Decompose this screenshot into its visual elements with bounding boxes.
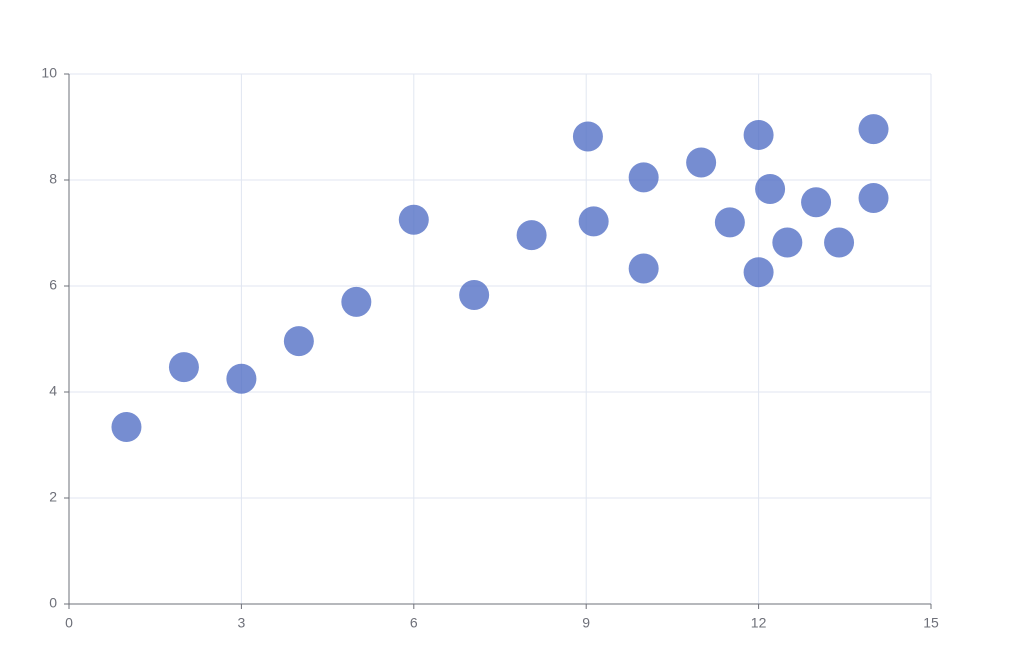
y-tick-label: 2 [49,489,57,505]
point [111,411,142,442]
point [226,363,257,394]
point [858,183,889,214]
point [755,174,786,205]
point [516,220,547,251]
point [398,204,429,235]
x-tick-label: 3 [238,615,246,631]
point [743,257,774,288]
x-tick-label: 15 [923,615,939,631]
point [628,253,659,284]
x-tick-label: 0 [65,615,73,631]
point [743,119,774,150]
point [772,227,803,258]
point [283,326,314,357]
x-tick-label: 9 [582,615,590,631]
point [459,280,490,311]
point [572,121,603,152]
y-tick-label: 0 [49,595,57,611]
y-tick-label: 8 [49,171,57,187]
point [824,227,855,258]
x-tick-label: 6 [410,615,418,631]
point [858,114,889,145]
y-tick-label: 6 [49,277,57,293]
point [168,352,199,383]
point [686,147,717,178]
y-tick-label: 10 [41,65,57,81]
point [341,286,372,317]
point [628,162,659,193]
x-tick-label: 12 [751,615,767,631]
point [578,206,609,237]
y-tick-label: 4 [49,383,57,399]
point [714,207,745,238]
point [801,187,832,218]
